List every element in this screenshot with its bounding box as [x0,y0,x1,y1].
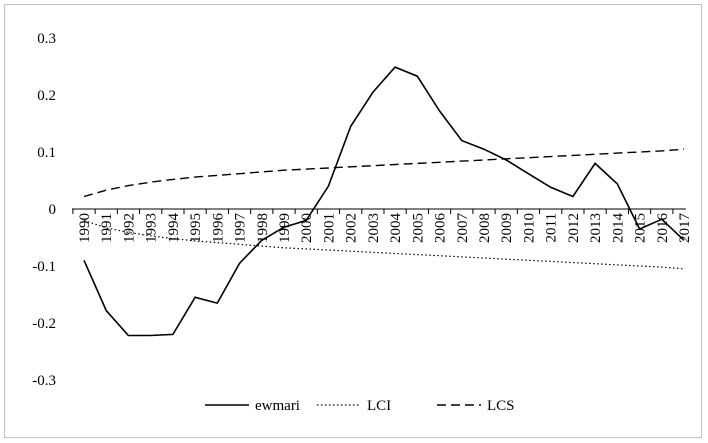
x-tick-label: 2010 [521,213,537,243]
x-tick-label: 2016 [655,213,671,244]
y-tick-label: 0.2 [37,88,56,104]
series-lines [83,66,685,337]
y-tick-label: -0.2 [32,316,56,332]
y-tick-label: 0 [49,202,57,218]
x-tick-label: 2011 [544,213,560,242]
legend-label: ewmari [255,398,300,414]
legend: ewmari LCI LCS [205,398,515,414]
x-tick-label: 1994 [166,213,182,244]
x-tick-label: 1992 [121,213,137,243]
x-tick-label: 1993 [144,213,160,243]
x-tick-label: 2014 [610,213,626,244]
x-tick-label: 2012 [566,213,582,243]
x-tick-label: 1997 [233,213,249,244]
x-tick-label: 2004 [388,213,404,244]
legend-label: LCS [487,398,515,414]
x-tick-label: 2003 [366,213,382,243]
x-tick-label: 2007 [455,213,471,244]
x-tick-label: 2017 [677,213,693,244]
y-axis-ticks: 0.3 0.2 0.1 0 -0.1 -0.2 -0.3 [32,31,56,389]
x-tick-label: 1998 [255,213,271,243]
x-tick-label: 2002 [344,213,360,243]
series-line-lcs [83,148,685,198]
x-tick-label: 2009 [499,213,515,243]
x-tick-label: 2008 [477,213,493,243]
series-line-ewmari [83,66,685,337]
chart-frame [4,4,702,438]
x-tick-label: 1999 [277,213,293,243]
legend-label: LCI [367,398,391,414]
x-tick-label: 1995 [188,213,204,243]
x-tick-label: 2005 [410,213,426,243]
y-tick-label: 0.1 [37,145,56,161]
x-tick-label: 1996 [210,213,226,244]
x-axis-ticks: 1990 1991 1992 1993 1994 1995 1996 1997 1998 1999… [72,209,693,244]
x-tick-label: 2001 [321,213,337,243]
x-tick-label: 2006 [433,213,449,244]
x-tick-label: 1990 [77,213,93,243]
y-tick-label: -0.1 [32,259,56,275]
y-tick-label: -0.3 [32,373,56,389]
x-tick-label: 2013 [588,213,604,243]
y-tick-label: 0.3 [37,31,56,47]
